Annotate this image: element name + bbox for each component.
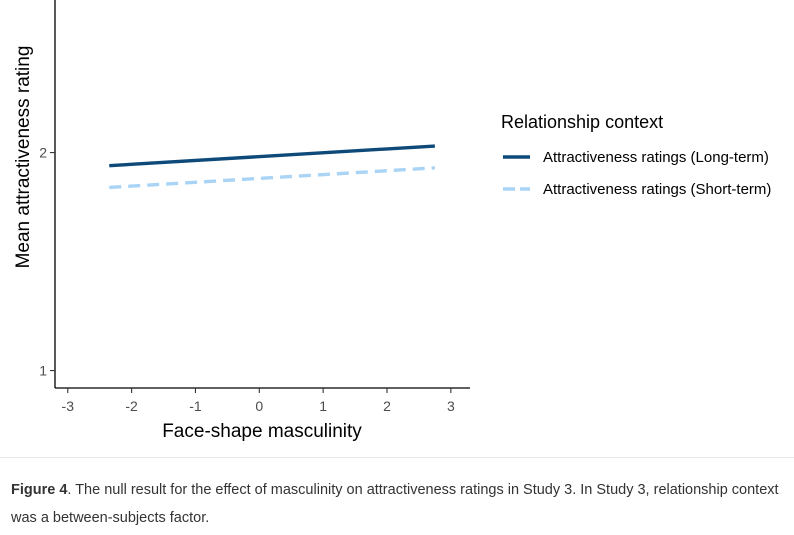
figure: -3 -2 -1 0 1 2 3 1 2 Face-shape masculinity Mean… [13, 0, 772, 442]
y-tick-label: 2 [39, 145, 47, 161]
chart: -3 -2 -1 0 1 2 3 1 2 Face-shape masculinity Mean… [13, 0, 771, 442]
y-tick-label: 1 [39, 363, 47, 379]
series-line-short-term [109, 166, 435, 190]
series-line-long-term [109, 144, 435, 168]
caption-text: . The null result for the effect of masc… [11, 482, 779, 526]
x-tick-label: -3 [62, 398, 75, 414]
axes: -3 -2 -1 0 1 2 3 1 2 [39, 0, 470, 414]
x-tick-label: 0 [255, 398, 263, 414]
x-tick-label: -1 [189, 398, 202, 414]
legend: Relationship context Attractiveness rati… [501, 112, 771, 198]
legend-label-short-term: Attractiveness ratings (Short-term) [543, 181, 771, 198]
x-tick-label: 3 [447, 398, 455, 414]
legend-title: Relationship context [501, 112, 663, 132]
y-axis-title: Mean attractiveness rating [13, 46, 34, 269]
caption-label: Figure 4 [11, 482, 68, 498]
x-axis-title: Face-shape masculinity [162, 421, 362, 442]
figure-caption: Figure 4. The null result for the effect… [11, 476, 781, 532]
x-tick-label: 1 [319, 398, 327, 414]
caption-divider [0, 457, 794, 458]
x-tick-label: 2 [383, 398, 391, 414]
legend-label-long-term: Attractiveness ratings (Long-term) [543, 149, 769, 166]
series-lines [109, 144, 435, 190]
x-tick-label: -2 [125, 398, 138, 414]
